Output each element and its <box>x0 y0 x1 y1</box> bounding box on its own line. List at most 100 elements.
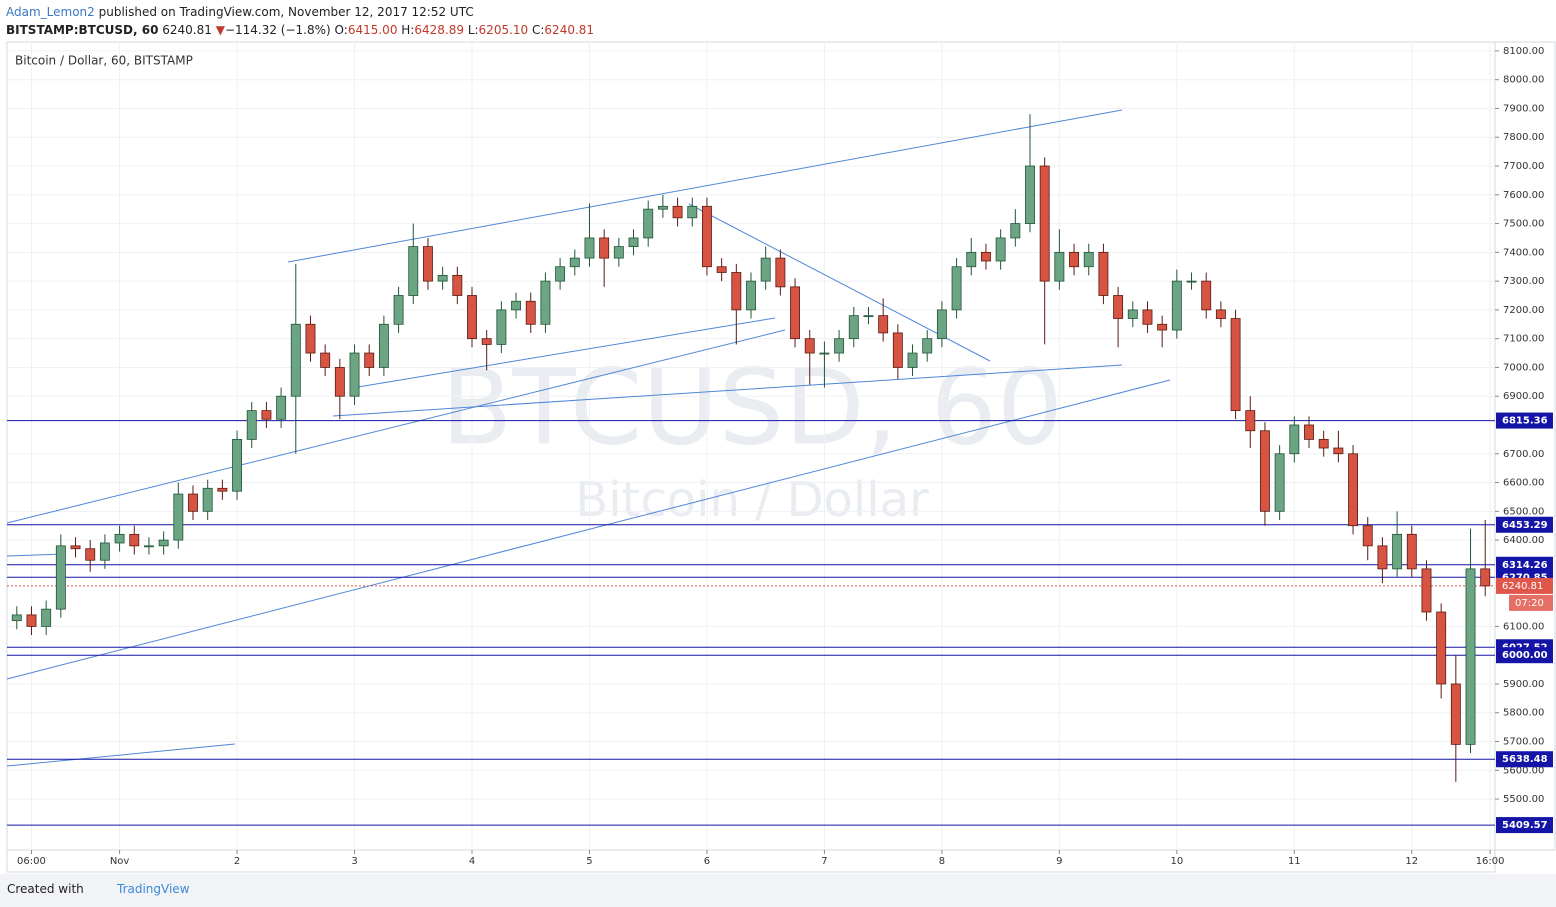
candle-body <box>746 280 756 311</box>
y-tick-label: 7600.00 <box>1503 190 1544 201</box>
candle-body <box>1450 683 1461 745</box>
y-tick-label: 7200.00 <box>1503 305 1544 316</box>
x-tick-label: 9 <box>1056 856 1062 867</box>
candle-body <box>1406 533 1417 570</box>
candle-body <box>1274 453 1285 512</box>
candle-body <box>775 257 786 288</box>
last-price-label: 6240.81 <box>1502 581 1543 592</box>
l-label: L: <box>467 23 479 37</box>
candle-body <box>584 237 595 259</box>
price-axis <box>1494 41 1556 851</box>
y-tick-label: 7900.00 <box>1503 103 1544 114</box>
candle-body <box>731 272 742 311</box>
candle-body <box>11 614 22 622</box>
candle-body <box>922 338 933 354</box>
candle-body <box>1054 251 1065 282</box>
candle-body <box>1201 280 1212 311</box>
candle-body <box>202 487 213 512</box>
candle-body <box>1421 568 1432 613</box>
arrow: ▼ <box>215 23 225 37</box>
countdown-box <box>1509 594 1553 611</box>
candle-body <box>422 246 433 282</box>
candle-body <box>1304 424 1314 440</box>
change: −114.32 (−1.8%) <box>224 23 331 37</box>
grid <box>7 42 1495 850</box>
candle-body <box>305 323 316 354</box>
candle-body <box>966 251 977 268</box>
candle-body <box>26 614 37 627</box>
y-tick-label: 6600.00 <box>1503 478 1544 489</box>
candle-body <box>467 295 477 340</box>
x-tick-label: 4 <box>469 856 475 867</box>
candle-body <box>1171 280 1182 331</box>
candle-body <box>276 395 287 420</box>
candle-body <box>320 352 331 368</box>
candle-body <box>143 545 154 548</box>
candle-body <box>364 352 375 368</box>
candle-body <box>980 251 991 262</box>
level-label: 6453.29 <box>1502 520 1548 531</box>
candle-body <box>555 266 566 282</box>
y-tick-label: 8100.00 <box>1503 46 1544 57</box>
candle-body <box>819 352 830 355</box>
candle-body <box>114 533 125 544</box>
x-tick-label: 7 <box>821 856 827 867</box>
level-label-box <box>1496 556 1553 573</box>
x-tick-label: 06:00 <box>17 856 46 867</box>
candle-body <box>1348 453 1359 527</box>
candle-body <box>701 205 712 268</box>
candle-body <box>85 548 96 561</box>
y-tick-label: 6700.00 <box>1503 449 1544 460</box>
candle-body <box>599 237 610 259</box>
candle-body <box>1157 323 1168 331</box>
candle-body <box>55 545 66 610</box>
candle-body <box>1142 309 1153 325</box>
candle-body <box>1392 533 1403 570</box>
y-tick-label: 5800.00 <box>1503 708 1544 719</box>
level-label-box <box>1496 817 1553 834</box>
x-tick-label: 11 <box>1288 856 1301 867</box>
candle-body <box>1333 447 1344 455</box>
x-tick-label: 8 <box>939 856 945 867</box>
level-label: 6000.00 <box>1502 650 1548 661</box>
candle-body <box>613 246 624 259</box>
candle-body <box>1127 309 1138 319</box>
h-label: H: <box>401 23 415 37</box>
candle-body <box>907 352 918 368</box>
published: published on TradingView.com, November 1… <box>98 5 474 19</box>
candle-body <box>334 367 345 397</box>
footer: Created with TradingView <box>0 874 1556 907</box>
y-tick-label: 8000.00 <box>1503 75 1544 86</box>
y-tick-label: 7800.00 <box>1503 132 1544 143</box>
candle-body <box>1480 568 1491 587</box>
trend-line <box>357 317 776 388</box>
candle-body <box>657 205 668 210</box>
candle-body <box>246 410 257 440</box>
candle-body <box>1098 251 1109 296</box>
candle-body <box>1039 165 1050 282</box>
watermark-sub: Bitcoin / Dollar <box>575 472 929 528</box>
symbol: BITSTAMP:BTCUSD, 60 <box>6 23 159 37</box>
candle-body <box>437 274 448 282</box>
level-label-box <box>1496 516 1553 533</box>
candle-body <box>129 533 140 547</box>
candle-body <box>41 608 52 627</box>
legend: Bitcoin / Dollar, 60, BITSTAMP <box>15 54 193 68</box>
low: 6205.10 <box>478 23 529 37</box>
y-tick-label: 6500.00 <box>1503 506 1544 517</box>
candle-body <box>217 487 228 492</box>
x-tick-label: 2 <box>234 856 240 867</box>
candle-body <box>1215 309 1226 319</box>
candle-body <box>1318 438 1329 449</box>
candle-body <box>378 323 389 368</box>
x-tick-label: 5 <box>586 856 592 867</box>
trend-line <box>6 743 236 767</box>
candle-body <box>1436 611 1447 685</box>
header: Adam_Lemon2 published on TradingView.com… <box>6 3 594 39</box>
candle-body <box>99 542 110 561</box>
candle-body <box>290 323 301 397</box>
brand[interactable]: TradingView <box>117 882 190 896</box>
candle-body <box>569 257 580 268</box>
candle-body <box>511 300 522 311</box>
